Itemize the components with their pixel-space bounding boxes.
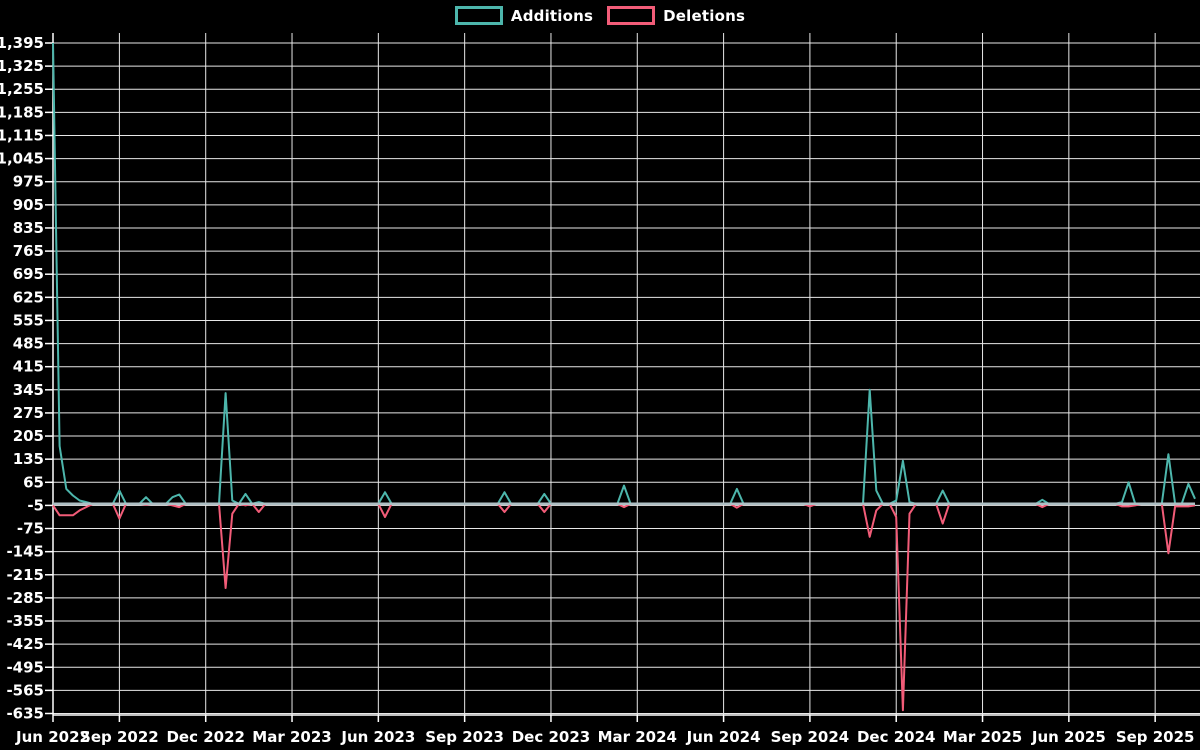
y-tick-label: 415: [13, 358, 44, 376]
gridlines: [52, 33, 1200, 715]
x-tick-label: Jun 2024: [686, 728, 761, 746]
y-tick-label: 905: [13, 196, 44, 214]
deletions-line: [52, 502, 1196, 712]
y-tick-label: 205: [13, 427, 44, 445]
x-tick-label: Dec 2024: [857, 728, 936, 746]
y-tick-label: -355: [6, 612, 44, 630]
y-tick-label: 1,115: [0, 126, 44, 144]
axis-labels: 1,395 1,325 1,255 1,185 1,115 1,045 975 905 835 7…: [0, 34, 1195, 746]
y-tick-label: 1,185: [0, 103, 44, 121]
y-tick-label: 1,325: [0, 57, 44, 75]
x-tick-label: Mar 2023: [252, 728, 331, 746]
y-tick-label: 835: [13, 219, 44, 237]
y-tick-label: -565: [6, 681, 44, 699]
legend-item-deletions[interactable]: Deletions: [607, 6, 745, 25]
x-tick-label: Sep 2023: [425, 728, 504, 746]
y-tick-label: 275: [13, 404, 44, 422]
y-tick-label: 135: [13, 450, 44, 468]
y-tick-label: -635: [6, 705, 44, 723]
x-tick-label: Mar 2025: [943, 728, 1022, 746]
y-tick-label: -495: [6, 658, 44, 676]
y-tick-label: -75: [17, 520, 44, 538]
y-tick-label: -5: [27, 496, 44, 514]
x-tick-label: Jun 2023: [340, 728, 415, 746]
x-tick-label: Jun 2025: [1031, 728, 1106, 746]
y-tick-label: 485: [13, 335, 44, 353]
y-tick-label: 555: [13, 311, 44, 329]
deletions-swatch-icon: [607, 6, 656, 25]
legend-deletions-label: Deletions: [663, 6, 746, 25]
y-tick-label: 1,045: [0, 150, 44, 168]
y-tick-label: 625: [13, 288, 44, 306]
chart-legend: Additions Deletions: [0, 6, 1200, 25]
y-tick-label: 765: [13, 242, 44, 260]
additions-swatch-icon: [454, 6, 503, 25]
y-tick-label: 345: [13, 381, 44, 399]
x-tick-label: Dec 2022: [166, 728, 245, 746]
y-tick-label: 1,255: [0, 80, 44, 98]
y-tick-label: 975: [13, 173, 44, 191]
y-tick-label: -145: [6, 543, 44, 561]
y-tick-label: 695: [13, 265, 44, 283]
x-tick-label: Dec 2023: [512, 728, 591, 746]
y-tick-label: 1,395: [0, 34, 44, 52]
series-lines: [52, 42, 1196, 712]
axes: [45, 33, 1200, 722]
x-tick-label: Sep 2024: [771, 728, 850, 746]
legend-additions-label: Additions: [510, 6, 594, 25]
y-tick-label: 65: [23, 473, 44, 491]
x-tick-label: Jun 2022: [15, 728, 90, 746]
y-tick-label: -215: [6, 566, 44, 584]
x-tick-label: Mar 2024: [598, 728, 677, 746]
x-tick-label: Sep 2025: [1116, 728, 1195, 746]
y-tick-label: -425: [6, 635, 44, 653]
y-tick-label: -285: [6, 589, 44, 607]
x-tick-label: Sep 2022: [80, 728, 159, 746]
legend-item-additions[interactable]: Additions: [454, 6, 594, 25]
